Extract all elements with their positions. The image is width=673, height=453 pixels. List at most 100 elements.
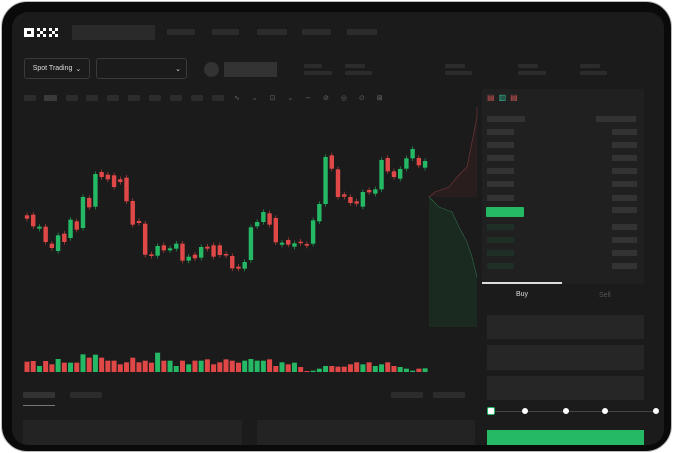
volume-bar [130, 357, 136, 372]
bottom-action[interactable] [391, 392, 423, 398]
asks-only-icon[interactable]: ▤ [510, 93, 522, 102]
bid-price [487, 224, 514, 230]
volume-bar [148, 362, 154, 372]
volume-bar [372, 366, 378, 372]
candle-body [149, 254, 154, 256]
ask-amount [612, 155, 637, 161]
book-header [487, 116, 525, 122]
timeframe-button[interactable] [149, 95, 161, 101]
volume-bar [403, 368, 409, 372]
candlestick-chart[interactable] [12, 102, 482, 372]
slider-step-75[interactable] [602, 408, 608, 414]
tab-underline [482, 282, 562, 284]
candle-body [267, 213, 272, 225]
candle-body [24, 215, 30, 219]
bottom-panel-left [23, 420, 242, 445]
candle-body [310, 220, 316, 244]
ask-price [487, 155, 514, 161]
stat-label [345, 64, 365, 68]
volume-bar [198, 360, 204, 372]
nav-item[interactable] [167, 29, 195, 35]
volume-bar [285, 364, 291, 372]
volume-bar [61, 362, 67, 372]
timeframe-button[interactable] [24, 95, 36, 101]
slider-step-50[interactable] [563, 408, 569, 414]
volume-bar [36, 366, 42, 372]
bottom-action[interactable] [433, 392, 465, 398]
candle-body [373, 189, 378, 194]
nav-item[interactable] [302, 29, 331, 35]
timeframe-button[interactable] [212, 95, 224, 101]
amount-input[interactable] [487, 345, 644, 370]
volume-bar [111, 360, 117, 372]
chart-tool-icons[interactable]: ∿ ⌄ ⊡ ⌄ ∼ ⊘ ◎ ⊙ ⊠ [234, 95, 388, 102]
order-book-view-icons[interactable]: ▤▥▤ [487, 93, 522, 102]
volume-bar [92, 354, 98, 372]
ask-amount [612, 129, 637, 135]
bids-only-icon[interactable]: ▥ [498, 93, 511, 102]
candle-body [87, 198, 92, 208]
volume-bar [167, 360, 173, 372]
volume-bar [30, 361, 36, 372]
volume-bar [248, 359, 254, 372]
candle-body [273, 218, 278, 243]
candle-body [416, 158, 422, 166]
chevron-down-icon: ⌄ [175, 65, 181, 73]
timeframe-button[interactable] [44, 95, 57, 101]
okx-logo[interactable] [24, 27, 62, 38]
volume-bar [74, 362, 80, 372]
nav-item[interactable] [257, 29, 287, 35]
search-bar[interactable] [72, 25, 155, 40]
timeframe-button[interactable] [107, 95, 119, 101]
timeframe-button[interactable] [128, 95, 140, 101]
total-input[interactable] [487, 376, 644, 400]
ask-price [487, 168, 514, 174]
candle-body [391, 171, 397, 177]
tab-buy[interactable]: Buy [516, 291, 529, 298]
tab-sell[interactable]: Sell [599, 292, 611, 299]
candle-body [379, 160, 384, 190]
volume-bar [316, 368, 322, 372]
ask-price [487, 129, 514, 135]
timeframe-button[interactable] [191, 95, 203, 101]
timeframe-button[interactable] [66, 95, 78, 101]
ask-price [487, 181, 514, 187]
candle-body [174, 243, 179, 249]
candle-body [99, 172, 104, 177]
price-input[interactable] [487, 315, 644, 339]
coin-icon [204, 62, 219, 77]
nav-item[interactable] [347, 29, 377, 35]
both-sides-icon[interactable]: ▤ [487, 93, 499, 102]
candle-body [31, 214, 36, 227]
volume-bar [360, 364, 366, 372]
spot-trading-dropdown[interactable]: Spot Trading ⌄ [24, 58, 90, 79]
volume-bar [142, 360, 148, 372]
ask-amount [612, 195, 637, 201]
nav-item[interactable] [212, 29, 239, 35]
buy-submit-button[interactable] [487, 430, 644, 445]
bottom-tab[interactable] [70, 392, 102, 398]
timeframe-button[interactable] [170, 95, 182, 101]
slider-step-100[interactable] [653, 408, 659, 414]
candle-body [410, 149, 415, 159]
volume-bar [204, 359, 210, 372]
volume-bar [323, 366, 329, 372]
volume-bar [55, 359, 61, 372]
amount-slider-track[interactable] [492, 411, 658, 412]
candle-body [155, 246, 160, 256]
pair-dropdown[interactable]: ⌄ [96, 58, 187, 79]
timeframe-button[interactable] [86, 95, 98, 101]
ask-price [487, 195, 514, 201]
candle-body [404, 158, 409, 169]
volume-bar [186, 364, 192, 372]
slider-handle[interactable] [487, 407, 495, 415]
pair-price [224, 62, 277, 77]
candle-body [142, 223, 148, 255]
candle-body [211, 245, 216, 257]
bottom-tab-active[interactable] [23, 392, 55, 398]
candle-body [354, 201, 359, 204]
candle-body [261, 212, 266, 222]
volume-bar [354, 362, 360, 372]
slider-step-25[interactable] [522, 408, 528, 414]
